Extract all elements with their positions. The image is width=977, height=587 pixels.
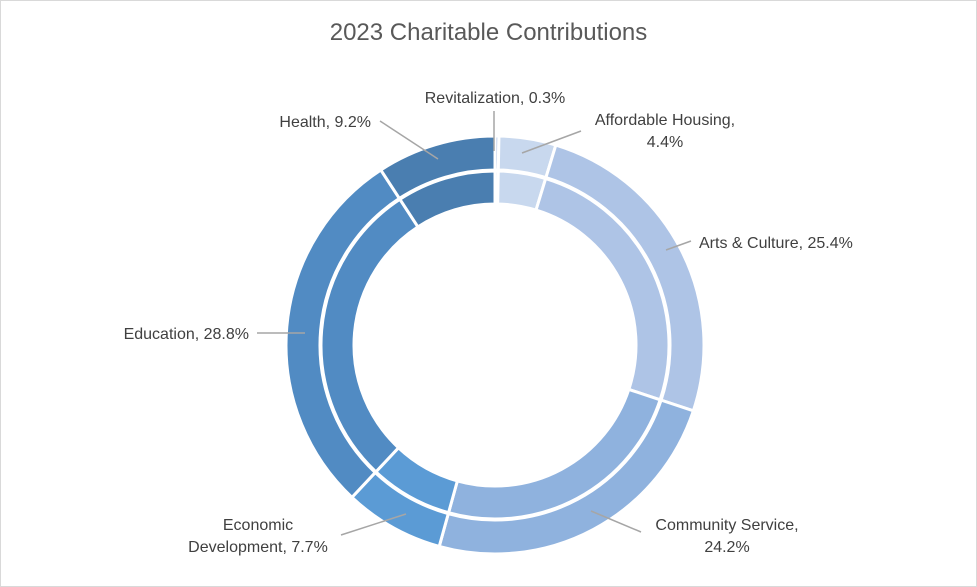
leader-line-community-service (590, 510, 642, 533)
data-label-affordable-housing: Affordable Housing, 4.4% (595, 112, 735, 151)
data-label-community-service: Community Service, 24.2% (655, 517, 798, 556)
data-label-revitalization: Revitalization, 0.3% (425, 90, 566, 107)
leader-line-affordable-housing (521, 130, 582, 154)
leader-line-arts-and-culture (665, 240, 692, 251)
chart-title: 2023 Charitable Contributions (329, 19, 648, 46)
leader-line-health (379, 120, 439, 160)
data-label-health: Health, 9.2% (279, 114, 371, 131)
data-label-education: Education, 28.8% (124, 326, 249, 343)
data-label-economic-development: Economic Development, 7.7% (188, 517, 328, 556)
leader-line-economic-development (340, 513, 407, 536)
inner-ring-slice-health (397, 169, 497, 229)
data-label-arts-and-culture: Arts & Culture, 25.4% (699, 235, 853, 252)
